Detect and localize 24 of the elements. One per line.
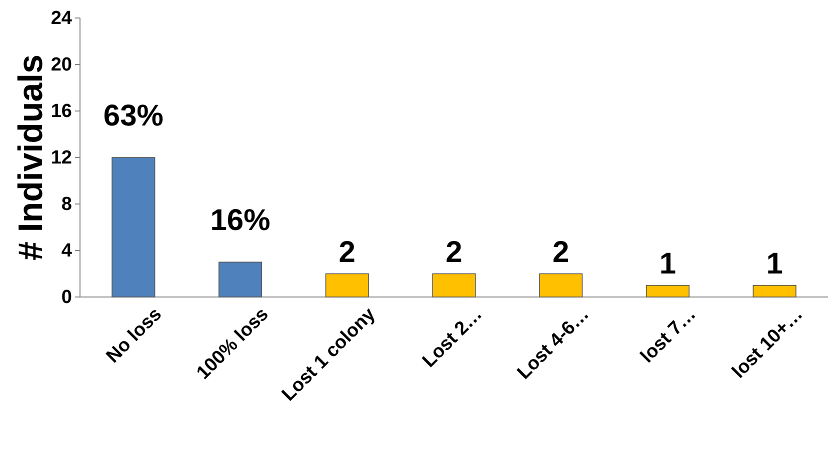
data-label: 1 [766, 247, 783, 280]
bar [539, 273, 583, 298]
data-label: 2 [446, 236, 462, 269]
x-tick-label: lost 7… [636, 304, 700, 368]
y-axis-title: # Individuals [12, 54, 50, 260]
y-tick-label: 4 [61, 240, 72, 262]
y-tick-label: 24 [50, 8, 72, 30]
data-label: 1 [659, 247, 676, 280]
y-tick-label: 0 [61, 287, 72, 308]
y-tick-label: 8 [61, 194, 72, 216]
bar [218, 262, 262, 298]
data-label: 2 [338, 236, 356, 269]
annotation: 16% [210, 204, 270, 238]
data-label: 2 [552, 236, 570, 269]
annotation: 63% [103, 100, 164, 132]
bar [752, 284, 796, 298]
y-tick-label: 20 [50, 54, 72, 76]
bar [112, 157, 156, 298]
y-tick-label: 16 [50, 101, 72, 122]
bar [646, 284, 690, 298]
y-tick-label: 12 [50, 148, 72, 169]
x-tick-label: No loss [102, 304, 166, 368]
bar [325, 273, 369, 298]
bar [432, 273, 476, 298]
